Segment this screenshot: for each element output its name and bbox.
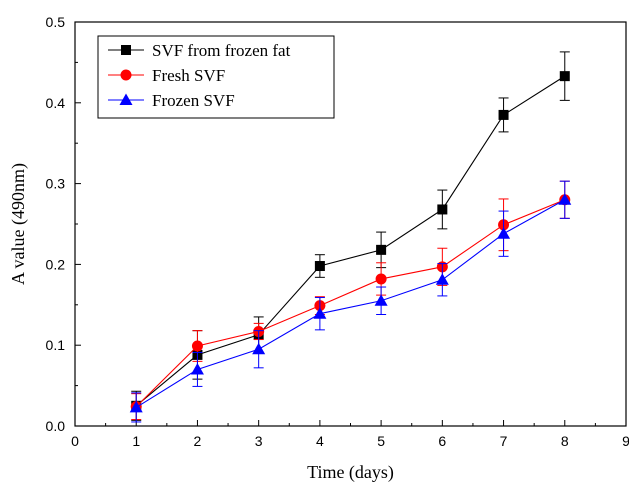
legend-marker [121, 45, 131, 55]
y-tick-label: 0.1 [46, 337, 66, 353]
data-point [191, 340, 203, 352]
x-tick-label: 1 [132, 433, 140, 449]
data-point [129, 400, 143, 413]
y-tick-label: 0.5 [46, 14, 66, 30]
y-tick-label: 0.0 [46, 418, 66, 434]
legend-item: Fresh SVF [108, 66, 225, 85]
data-point [559, 71, 570, 82]
data-point [190, 362, 204, 375]
y-tick-label: 0.4 [46, 95, 66, 111]
legend-label: Frozen SVF [152, 91, 235, 110]
data-point [435, 273, 449, 285]
data-point [498, 109, 509, 120]
series-3 [129, 180, 572, 423]
x-tick-label: 7 [500, 433, 508, 449]
data-point [374, 294, 388, 306]
data-point [375, 273, 387, 285]
x-tick-label: 3 [255, 433, 263, 449]
series-line [135, 75, 566, 407]
series-2 [130, 180, 571, 421]
x-tick-label: 9 [622, 433, 629, 449]
x-axis-title: Time (days) [307, 462, 394, 483]
legend-label: Fresh SVF [152, 66, 225, 85]
data-point [313, 307, 327, 319]
y-tick-label: 0.2 [46, 256, 66, 272]
legend-label: SVF from frozen fat [152, 41, 291, 60]
legend-marker [120, 69, 132, 81]
legend-item: SVF from frozen fat [108, 41, 291, 60]
x-tick-label: 6 [438, 433, 446, 449]
data-point [314, 261, 325, 272]
series-line [135, 199, 566, 408]
x-tick-label: 0 [71, 433, 79, 449]
x-tick-label: 2 [194, 433, 202, 449]
x-tick-label: 8 [561, 433, 569, 449]
x-tick-label: 5 [377, 433, 385, 449]
legend-item: Frozen SVF [108, 91, 235, 110]
data-point [376, 244, 387, 255]
series-line [135, 199, 565, 407]
x-tick-label: 4 [316, 433, 324, 449]
y-tick-label: 0.3 [46, 176, 66, 192]
series-layer [129, 51, 572, 423]
y-axis: 0.0 0.1 0.2 0.3 0.4 0.5 [46, 14, 81, 434]
data-point [252, 342, 266, 355]
data-point [437, 204, 448, 215]
legend: SVF from frozen fat Fresh SVF Frozen SVF [97, 35, 335, 119]
data-point [558, 193, 572, 205]
legend-marker [119, 93, 133, 105]
y-axis-title: A value (490nm) [8, 163, 29, 285]
x-axis: 0 1 2 3 4 5 6 7 8 9 [71, 420, 629, 449]
data-point [497, 227, 511, 239]
